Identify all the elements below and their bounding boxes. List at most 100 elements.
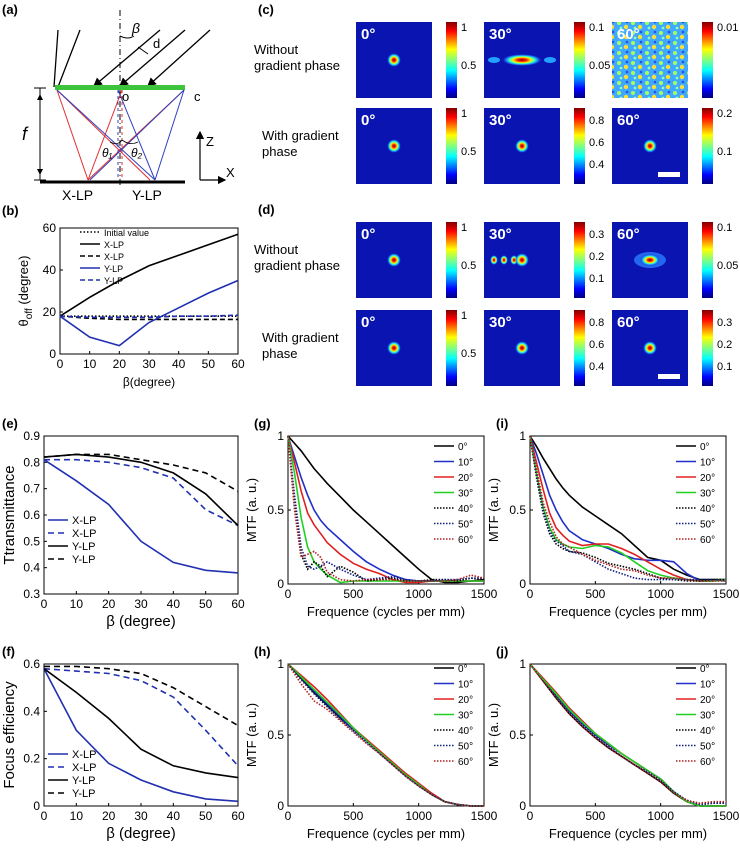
- legend-label: Initial value: [104, 228, 149, 238]
- panel-label-a: (a): [2, 2, 18, 17]
- colorbar-tick: 0.1: [717, 146, 732, 158]
- legend-label: 40°: [700, 504, 715, 515]
- side-lobe: [500, 255, 508, 265]
- side-lobe: [490, 255, 498, 265]
- x-label: X: [226, 165, 235, 180]
- x-tick-label: 40: [172, 357, 186, 371]
- colorbar-tick: 0.8: [589, 115, 604, 127]
- series-line: [43, 668, 239, 803]
- y-tick-label: 60: [43, 221, 57, 235]
- x-tick-label: 1000: [647, 809, 674, 823]
- y-tick-label: 1: [519, 429, 526, 443]
- z-label: Z: [206, 134, 214, 149]
- angle-label: 30°: [489, 314, 512, 331]
- colorbar-tick: 0.2: [717, 339, 732, 351]
- x-axis-label: Frequence (cycles per mm): [307, 604, 465, 619]
- y-tick-label: 0: [277, 577, 284, 591]
- metalens-plate: [55, 85, 185, 90]
- angle-label: 0°: [361, 112, 375, 129]
- panel-label-i: (i): [496, 416, 508, 431]
- colorbar-tick: 0.6: [589, 339, 604, 351]
- legend-label: Y-LP: [104, 264, 123, 274]
- legend-label: 50°: [700, 742, 715, 753]
- y-axis-label: MTF (a. u.): [244, 478, 259, 542]
- legend-label: X-LP: [72, 515, 96, 527]
- x-tick-label: 10: [83, 357, 97, 371]
- incident-ray-1: [53, 29, 59, 88]
- psf-image: 0° 1 0.5: [356, 310, 476, 386]
- colorbar-tick: 1: [461, 108, 467, 120]
- y-tick-label: 1: [277, 429, 284, 443]
- colorbar-tick: 0.1: [717, 361, 732, 373]
- psf-image: 60° 0.1 0.05: [612, 222, 738, 298]
- legend-label: 50°: [458, 520, 473, 531]
- colorbar-tick: 1: [461, 310, 467, 322]
- colorbar-tick: 0.6: [589, 137, 604, 149]
- y-tick-label: 0.5: [267, 728, 284, 742]
- series-line: [287, 435, 485, 582]
- series-line: [529, 663, 726, 805]
- panel-label-d: (d): [258, 202, 275, 217]
- series-line: [287, 435, 484, 584]
- legend: X-LPX-LPY-LPY-LP: [48, 749, 96, 800]
- legend: 0° 10° 20° 30° 40° 50° 60°: [676, 664, 715, 768]
- d-symbol: d: [153, 36, 160, 51]
- x-axis-label: Frequence (cycles per mm): [549, 826, 707, 841]
- theta2-label: θ₂: [131, 146, 143, 160]
- psf-row-label: With gradient phase: [262, 128, 339, 159]
- y-tick-label: 0.9: [23, 429, 40, 443]
- y-tick-label: 0.2: [23, 752, 40, 766]
- colorbar-tick: 0.2: [717, 108, 732, 120]
- x-tick-label: 500: [585, 587, 605, 601]
- origin-label: o: [122, 89, 129, 104]
- y-axis-label: MTF (a. u.): [486, 478, 501, 542]
- chart-j: 0 500 1000 1500 0 0.5 1 Frequence (cycles per m…: [486, 657, 740, 841]
- incident-ray-4: [119, 29, 186, 87]
- colorbar: [574, 222, 585, 298]
- x-tick-label: 500: [343, 809, 363, 823]
- series-line: [44, 665, 239, 727]
- legend: 0° 10° 20° 30° 40° 50° 60°: [434, 442, 473, 546]
- series-line: [529, 435, 726, 582]
- x-tick-label: 500: [343, 587, 363, 601]
- y-tick-label: 1: [277, 657, 284, 671]
- y-tick-label: 0.5: [509, 503, 526, 517]
- x-tick-label: 1500: [471, 809, 498, 823]
- x-tick-label: 1000: [405, 809, 432, 823]
- x-tick-label: 0: [285, 809, 292, 823]
- colorbar-tick: 0.3: [589, 229, 604, 241]
- legend-label: Y-LP: [72, 788, 95, 800]
- c-label: c: [194, 89, 201, 104]
- legend-label: 10°: [700, 680, 715, 691]
- colorbar: [702, 22, 713, 98]
- panel-label-h: (h): [254, 644, 271, 659]
- psf-image: 60° 0.2 0.1: [612, 108, 732, 184]
- psf-row-label: Without gradient phase: [254, 42, 340, 73]
- legend-label: X-LP: [104, 240, 124, 250]
- angle-label: 0°: [361, 26, 375, 43]
- beta-symbol: β: [131, 20, 140, 36]
- series-line: [43, 453, 239, 492]
- colorbar: [702, 310, 713, 386]
- y-tick-label: 0.4: [23, 561, 40, 575]
- x-tick-label: 60: [231, 357, 245, 371]
- x-tick-label: 1000: [647, 587, 674, 601]
- x-tick-label: 1500: [471, 587, 498, 601]
- colorbar: [702, 108, 713, 184]
- legend-label: X-LP: [72, 762, 96, 774]
- x-axis-label: β(degree): [123, 375, 175, 389]
- chart-i: 0 500 1000 1500 0 0.5 1 Frequence (cycles per m…: [486, 429, 740, 619]
- legend-label: 0°: [458, 442, 468, 453]
- psf-row-label: Without gradient phase: [254, 242, 340, 273]
- x-tick-label: 50: [199, 809, 213, 823]
- angle-label: 60°: [617, 112, 640, 129]
- legend-label: 60°: [458, 535, 473, 546]
- psf-image: 30° 0.3 0.2 0.1: [484, 222, 604, 298]
- series-line: [529, 435, 726, 581]
- y-tick-label: 1: [519, 657, 526, 671]
- legend-label: 60°: [700, 535, 715, 546]
- x-tick-label: 0: [527, 809, 534, 823]
- panel-label-j: (j): [496, 644, 508, 659]
- psf-row-label: With gradient phase: [262, 330, 339, 361]
